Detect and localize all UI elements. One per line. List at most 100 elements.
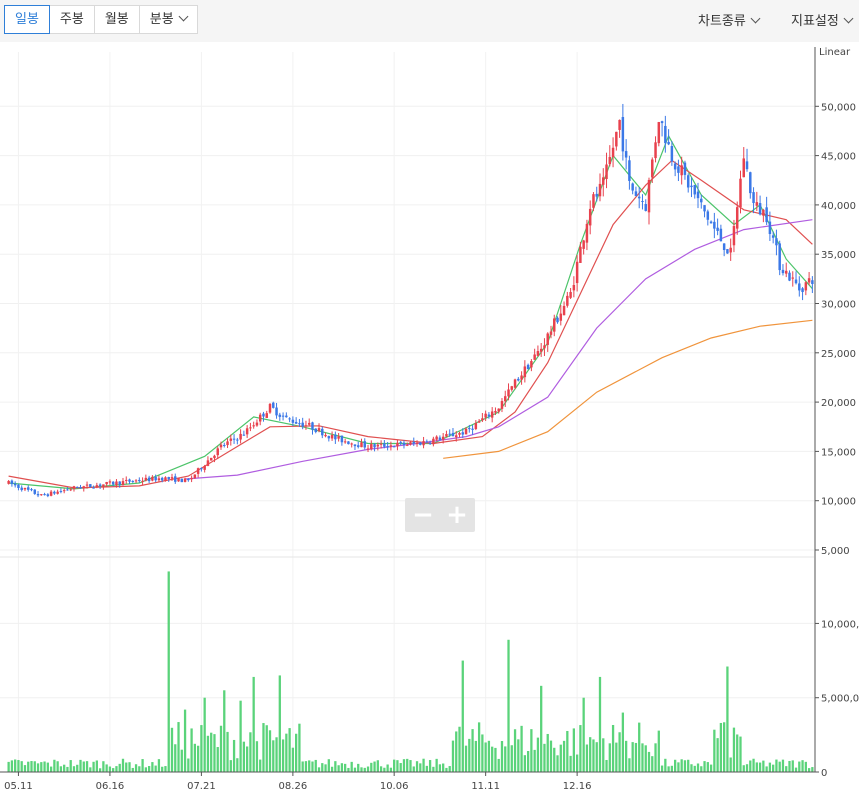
- volume-bar: [739, 736, 742, 772]
- volume-bar: [379, 766, 383, 772]
- candle-body: [340, 435, 344, 443]
- chart-type-menu[interactable]: 차트종류: [698, 10, 761, 29]
- volume-bar: [791, 760, 794, 772]
- volume-bar: [575, 754, 579, 772]
- chart-axes: Linear 5,000 10,000 15,000 20,000 25,000 30,00…: [0, 47, 859, 792]
- volume-bar: [647, 751, 651, 772]
- volume-bar: [46, 762, 49, 772]
- volume-bar: [301, 761, 304, 772]
- candle-body: [363, 441, 367, 448]
- candle-body: [608, 156, 612, 165]
- candle-body: [330, 434, 334, 439]
- zoom-in-button[interactable]: +: [446, 500, 468, 530]
- candle-body: [131, 481, 135, 483]
- volume-bar: [608, 743, 611, 772]
- candle-body: [223, 444, 226, 446]
- volume-bar: [17, 760, 20, 772]
- tab-monthly[interactable]: 월봉: [93, 5, 140, 34]
- candle-body: [432, 438, 435, 445]
- volume-bar: [494, 747, 497, 772]
- volume-bar: [340, 763, 344, 772]
- candle-body: [347, 441, 350, 445]
- volume-bar: [798, 761, 801, 772]
- candle-body: [513, 379, 517, 388]
- volume-bar: [523, 755, 526, 772]
- candle-body: [304, 425, 308, 427]
- volume-bar: [615, 742, 618, 772]
- candle-body: [180, 478, 184, 483]
- tab-daily[interactable]: 일봉: [4, 5, 50, 34]
- volume-bar: [53, 759, 56, 772]
- zoom-out-button[interactable]: −: [412, 500, 434, 530]
- volume-bar: [484, 742, 487, 772]
- tab-weekly[interactable]: 주봉: [48, 5, 95, 34]
- volume-bar: [223, 690, 226, 772]
- candle-body: [7, 480, 10, 484]
- candle-body: [102, 484, 105, 487]
- candle-body: [402, 442, 406, 446]
- tab-minute[interactable]: 분봉: [138, 5, 198, 34]
- volume-bar: [451, 740, 455, 772]
- candle-body: [115, 481, 118, 486]
- volume-bar: [641, 743, 644, 772]
- y-tick-label: 20,000: [821, 398, 856, 409]
- volume-bar: [468, 738, 471, 772]
- chart-type-label: 차트종류: [698, 14, 746, 29]
- volume-bar: [239, 700, 242, 772]
- volume-bar: [412, 766, 415, 772]
- volume-bar: [765, 766, 768, 772]
- volume-bar: [442, 763, 445, 772]
- volume-bar: [605, 759, 608, 772]
- candle-body: [758, 203, 762, 215]
- candle-body: [654, 142, 657, 159]
- stock-chart[interactable]: Linear 5,000 10,000 15,000 20,000 25,000 30,00…: [0, 42, 859, 806]
- volume-tick-label: 5,000,00: [821, 694, 859, 705]
- candle-body: [595, 193, 598, 197]
- candle-body: [311, 422, 314, 430]
- candle-body: [706, 211, 710, 220]
- volume-bar: [187, 758, 190, 772]
- candle-body: [167, 477, 170, 480]
- volume-bar: [618, 732, 621, 772]
- volume-bar: [59, 766, 63, 772]
- volume-bar: [533, 749, 536, 772]
- candle-body: [392, 446, 396, 448]
- period-tabs: 일봉 주봉 월봉 분봉: [4, 5, 198, 34]
- candle-body: [337, 436, 340, 439]
- candle-body: [752, 192, 755, 204]
- candle-body: [278, 414, 282, 417]
- candle-body: [709, 221, 713, 224]
- y-tick-label: 15,000: [821, 447, 856, 458]
- candle-body: [366, 448, 370, 450]
- volume-bar: [696, 763, 700, 772]
- candle-body: [98, 484, 102, 486]
- volume-bar: [72, 766, 76, 772]
- candle-body: [631, 183, 634, 191]
- volume-bar: [706, 762, 709, 772]
- candle-body: [285, 415, 288, 418]
- volume-bar: [200, 725, 203, 772]
- candle-body: [356, 445, 360, 447]
- chevron-down-icon: [178, 11, 189, 22]
- volume-bar: [520, 725, 523, 772]
- candle-body: [680, 165, 683, 176]
- candle-body: [621, 117, 625, 152]
- volume-bar: [504, 746, 507, 772]
- volume-bar: [474, 740, 477, 772]
- candle-body: [637, 196, 641, 199]
- y-tick-label: 50,000: [821, 102, 856, 113]
- volume-bar: [709, 764, 713, 772]
- candle-body: [667, 141, 670, 145]
- volume-bar: [602, 738, 605, 772]
- candle-body: [664, 125, 667, 144]
- candle-body: [321, 428, 324, 436]
- volume-bar: [445, 767, 448, 772]
- candle-body: [40, 494, 43, 496]
- volume-bar: [327, 759, 330, 772]
- candle-body: [677, 166, 680, 173]
- volume-bar: [259, 759, 262, 772]
- volume-bar: [415, 761, 419, 772]
- indicator-settings-menu[interactable]: 지표설정: [791, 10, 854, 29]
- candle-body: [396, 442, 399, 447]
- volume-bar: [79, 759, 82, 772]
